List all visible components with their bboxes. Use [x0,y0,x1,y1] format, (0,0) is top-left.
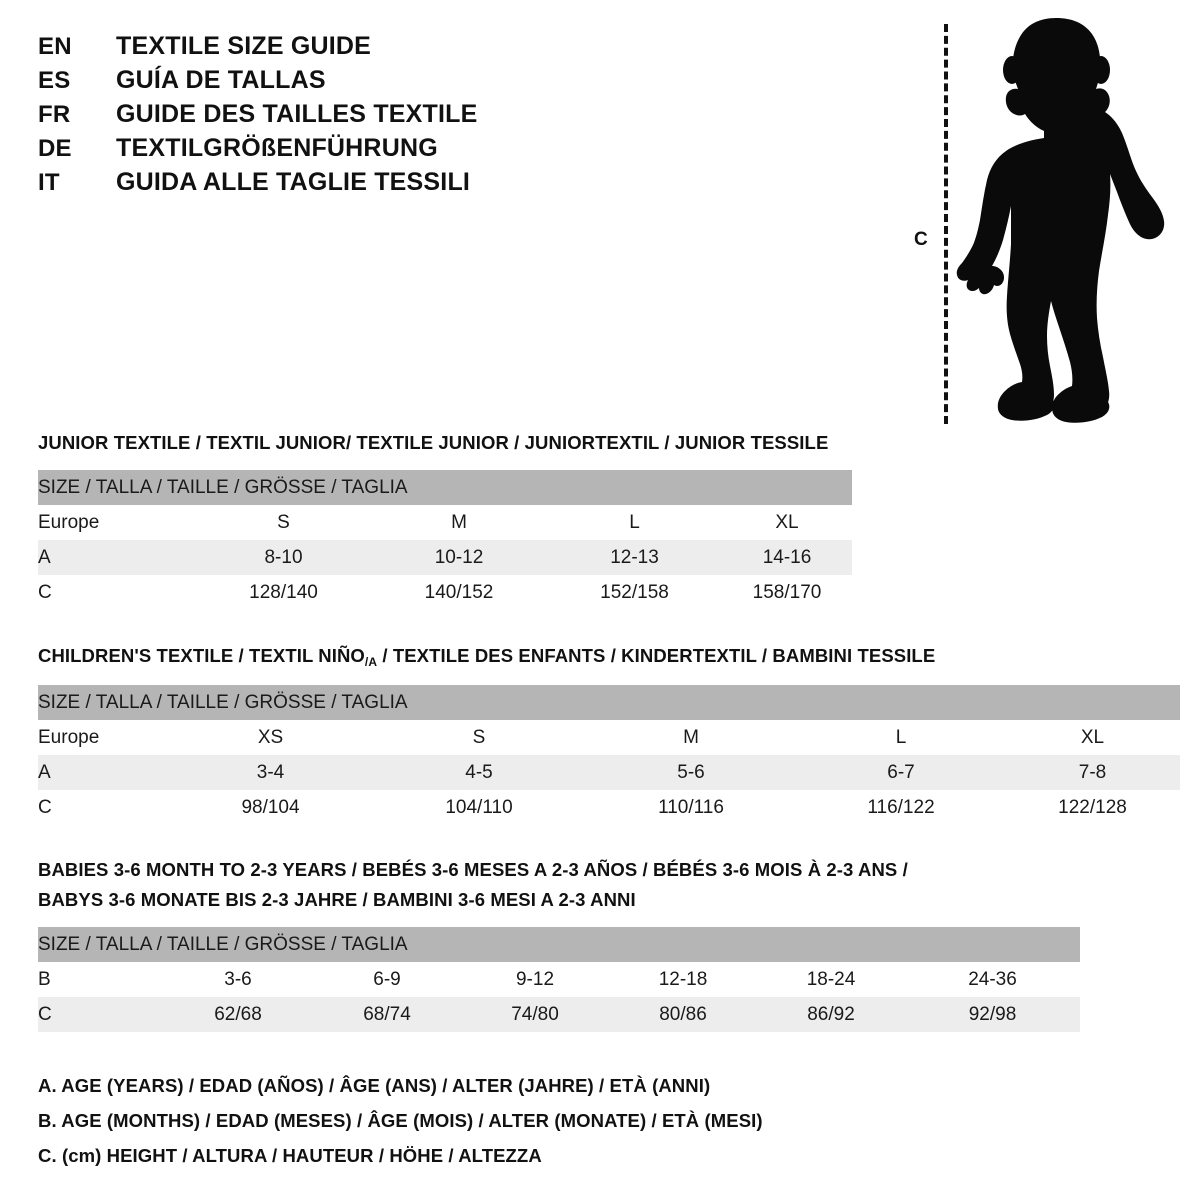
babies-size-table: SIZE / TALLA / TAILLE / GRÖSSE / TAGLIA … [38,927,1080,1032]
junior-a-m: 10-12 [371,540,547,575]
junior-europe-m: M [371,505,547,540]
language-row-es: ES GUÍA DE TALLAS [38,66,598,100]
children-a-l: 6-7 [797,755,1005,790]
legend-line-b: B. AGE (MONTHS) / EDAD (MESES) / ÂGE (MO… [38,1110,763,1131]
section-title-junior: JUNIOR TEXTILE / TEXTIL JUNIOR/ TEXTILE … [38,432,829,453]
children-europe-m: M [585,720,797,755]
table-row: B 3-6 6-9 9-12 12-18 18-24 24-36 [38,962,1080,997]
language-row-fr: FR GUIDE DES TAILLES TEXTILE [38,100,598,134]
babies-b-12-18: 12-18 [609,962,757,997]
babies-row-label-c: C [38,997,163,1032]
language-code-en: EN [38,33,72,60]
children-c-xl: 122/128 [1005,790,1180,825]
children-europe-xs: XS [168,720,373,755]
children-c-l: 116/122 [797,790,1005,825]
children-a-xl: 7-8 [1005,755,1180,790]
junior-europe-s: S [196,505,371,540]
junior-size-table: SIZE / TALLA / TAILLE / GRÖSSE / TAGLIA … [38,470,852,610]
measurement-legend: A. AGE (YEARS) / EDAD (AÑOS) / ÂGE (ANS)… [38,1068,938,1173]
children-a-xs: 3-4 [168,755,373,790]
junior-row-label-europe: Europe [38,505,196,540]
section-title-children-post: / TEXTILE DES ENFANTS / KINDERTEXTIL / B… [377,645,936,666]
section-junior-textile: JUNIOR TEXTILE / TEXTIL JUNIOR/ TEXTILE … [38,428,852,610]
babies-b-18-24: 18-24 [757,962,905,997]
children-c-m: 110/116 [585,790,797,825]
section-title-babies-line1: BABIES 3-6 MONTH TO 2-3 YEARS / BEBÉS 3-… [38,859,908,880]
section-childrens-textile: CHILDREN'S TEXTILE / TEXTIL NIÑO/A / TEX… [38,641,1180,825]
language-title-it: GUIDA ALLE TAGLIE TESSILI [116,168,471,196]
babies-b-6-9: 6-9 [313,962,461,997]
junior-row-label-a: A [38,540,196,575]
babies-b-24-36: 24-36 [905,962,1080,997]
toddler-silhouette-icon [956,18,1165,423]
children-row-label-europe: Europe [38,720,168,755]
language-title-de: TEXTILGRÖßENFÜHRUNG [116,134,438,162]
junior-a-xl: 14-16 [722,540,852,575]
table-row: A 3-4 4-5 5-6 6-7 7-8 [38,755,1180,790]
language-title-fr: GUIDE DES TAILLES TEXTILE [116,100,478,128]
junior-europe-l: L [547,505,722,540]
table-row: A 8-10 10-12 12-13 14-16 [38,540,852,575]
junior-table-header-row: SIZE / TALLA / TAILLE / GRÖSSE / TAGLIA [38,470,852,505]
children-row-label-c: C [38,790,168,825]
table-row: Europe XS S M L XL [38,720,1180,755]
language-row-de: DE TEXTILGRÖßENFÜHRUNG [38,134,598,168]
section-babies-textile: BABIES 3-6 MONTH TO 2-3 YEARS / BEBÉS 3-… [38,855,1080,1032]
babies-c-9-12: 74/80 [461,997,609,1032]
table-row: C 62/68 68/74 74/80 80/86 86/92 92/98 [38,997,1080,1032]
language-title-en: TEXTILE SIZE GUIDE [116,32,372,60]
height-dashed-line-icon [944,24,948,424]
children-row-label-a: A [38,755,168,790]
babies-c-18-24: 86/92 [757,997,905,1032]
babies-c-3-6: 62/68 [163,997,313,1032]
junior-a-s: 8-10 [196,540,371,575]
children-table-header-row: SIZE / TALLA / TAILLE / GRÖSSE / TAGLIA [38,685,1180,720]
babies-c-6-9: 68/74 [313,997,461,1032]
junior-size-header-label: SIZE / TALLA / TAILLE / GRÖSSE / TAGLIA [38,470,852,505]
babies-b-3-6: 3-6 [163,962,313,997]
language-row-en: EN TEXTILE SIZE GUIDE [38,32,598,66]
children-c-s: 104/110 [373,790,585,825]
junior-c-m: 140/152 [371,575,547,610]
children-c-xs: 98/104 [168,790,373,825]
section-title-children-sub: /A [364,655,378,669]
babies-size-header-label: SIZE / TALLA / TAILLE / GRÖSSE / TAGLIA [38,927,1080,962]
table-row: C 128/140 140/152 152/158 158/170 [38,575,852,610]
language-title-block: EN TEXTILE SIZE GUIDE ES GUÍA DE TALLAS … [38,32,598,202]
section-title-babies-line2: BABYS 3-6 MONATE BIS 2-3 JAHRE / BAMBINI… [38,889,636,910]
legend-line-c: C. (cm) HEIGHT / ALTURA / HAUTEUR / HÖHE… [38,1145,542,1166]
babies-row-label-b: B [38,962,163,997]
table-row: C 98/104 104/110 110/116 116/122 122/128 [38,790,1180,825]
children-europe-l: L [797,720,1005,755]
babies-b-9-12: 9-12 [461,962,609,997]
junior-c-xl: 158/170 [722,575,852,610]
junior-c-l: 152/158 [547,575,722,610]
babies-table-header-row: SIZE / TALLA / TAILLE / GRÖSSE / TAGLIA [38,927,1080,962]
junior-row-label-c: C [38,575,196,610]
children-a-m: 5-6 [585,755,797,790]
height-illustration: C [900,10,1170,430]
table-row: Europe S M L XL [38,505,852,540]
language-row-it: IT GUIDA ALLE TAGLIE TESSILI [38,168,598,202]
language-title-es: GUÍA DE TALLAS [116,66,326,94]
babies-c-12-18: 80/86 [609,997,757,1032]
legend-line-a: A. AGE (YEARS) / EDAD (AÑOS) / ÂGE (ANS)… [38,1075,711,1096]
language-code-es: ES [38,67,71,94]
language-code-it: IT [38,169,60,196]
junior-c-s: 128/140 [196,575,371,610]
junior-europe-xl: XL [722,505,852,540]
language-code-fr: FR [38,101,71,128]
children-size-header-label: SIZE / TALLA / TAILLE / GRÖSSE / TAGLIA [38,685,1180,720]
children-size-table: SIZE / TALLA / TAILLE / GRÖSSE / TAGLIA … [38,685,1180,825]
children-europe-s: S [373,720,585,755]
babies-c-24-36: 92/98 [905,997,1080,1032]
children-a-s: 4-5 [373,755,585,790]
section-title-children-pre: CHILDREN'S TEXTILE / TEXTIL NIÑO [38,645,365,666]
language-code-de: DE [38,135,72,162]
junior-a-l: 12-13 [547,540,722,575]
section-title-children: CHILDREN'S TEXTILE / TEXTIL NIÑO/A / TEX… [38,641,1180,673]
height-measure-label: C [914,229,928,250]
children-europe-xl: XL [1005,720,1180,755]
